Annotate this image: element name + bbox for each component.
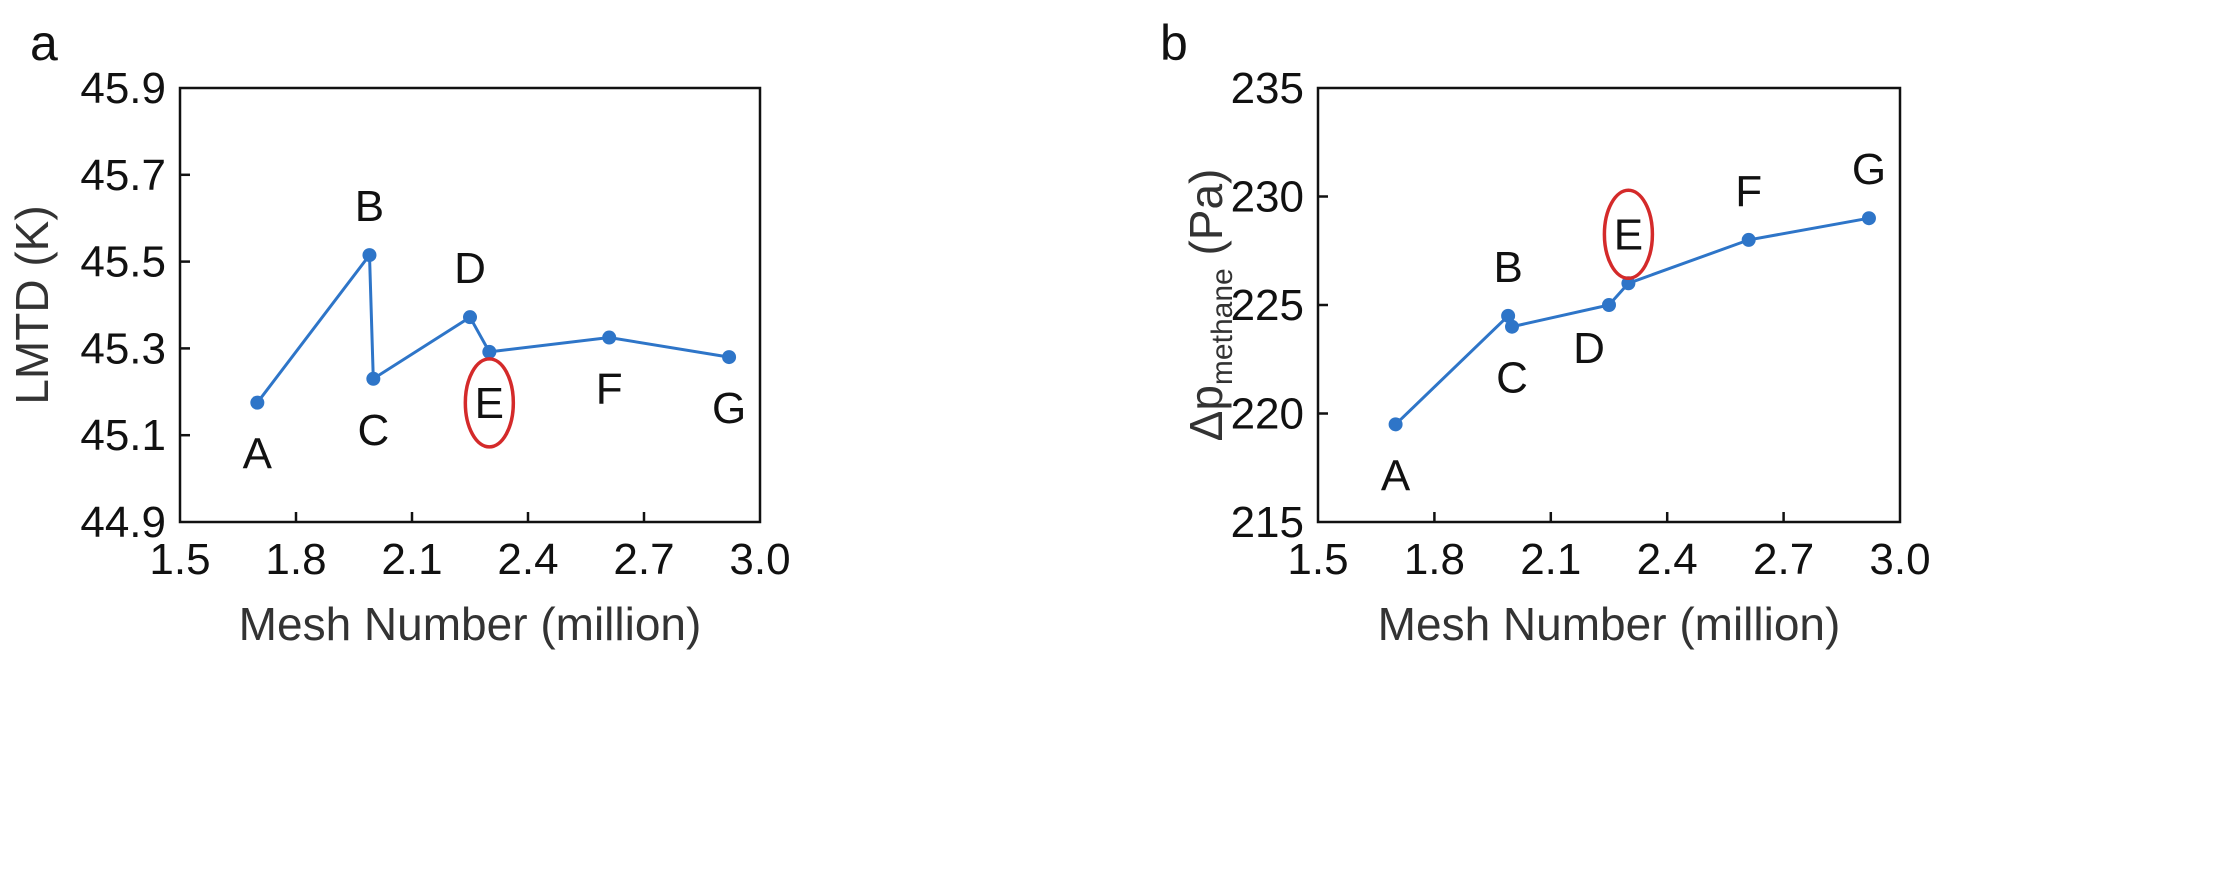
x-tick-label: 2.1 [1520, 535, 1581, 584]
x-tick-label: 1.5 [149, 535, 210, 584]
point-label-a: A [1381, 451, 1411, 500]
y-tick-label: 45.3 [80, 324, 166, 373]
x-tick-label: 3.0 [1869, 535, 1930, 584]
y-axis-title-main: Δp [1180, 385, 1232, 441]
data-point-e [482, 344, 497, 359]
x-tick-label: 2.4 [497, 535, 558, 584]
y-axis-title-unit: (Pa) [1180, 169, 1232, 269]
data-point-c [1505, 319, 1519, 334]
y-tick-label: 44.9 [80, 498, 166, 547]
data-point-e [1621, 276, 1636, 291]
x-tick-label: 2.1 [381, 535, 442, 584]
point-label-e: E [475, 379, 504, 428]
y-tick-label: 45.7 [80, 151, 166, 200]
data-point-a [250, 395, 265, 410]
x-tick-label: 1.8 [265, 535, 326, 584]
x-tick-label: 2.7 [613, 535, 674, 584]
data-point-a [1388, 417, 1403, 432]
point-label-d: D [454, 244, 486, 293]
data-point-g [1861, 211, 1876, 226]
data-point-f [602, 330, 617, 345]
y-tick-label: 45.1 [80, 411, 166, 460]
data-point-f [1741, 232, 1756, 247]
point-label-c: C [357, 406, 389, 455]
data-point-c [366, 371, 381, 386]
x-axis-title: Mesh Number (million) [239, 598, 702, 650]
point-label-f: F [1735, 167, 1762, 216]
point-label-b: B [1493, 243, 1522, 292]
y-axis-title-subscript: methane [1206, 268, 1239, 385]
point-label-c: C [1496, 354, 1528, 403]
data-point-g [722, 350, 737, 365]
data-point-b [1501, 308, 1516, 323]
panel-b: b 1.5 1.8 2.1 2.4 2.7 3.0 215 220 225 230 235 Mesh N… [1160, 15, 1931, 650]
panel-letter: b [1160, 15, 1188, 71]
y-tick-label: 230 [1231, 173, 1304, 222]
point-label-g: G [1852, 145, 1886, 194]
x-tick-label: 3.0 [729, 535, 790, 584]
highlight-ellipse [463, 357, 516, 449]
y-tick-label: 220 [1231, 390, 1304, 439]
x-tick-label: 2.4 [1637, 535, 1698, 584]
data-point-b [362, 248, 377, 263]
highlight-ellipse [1602, 188, 1655, 281]
point-label-a: A [243, 430, 273, 479]
y-axis-title: Δpmethane (Pa) [1180, 169, 1239, 442]
point-label-e: E [1614, 210, 1643, 259]
y-tick-label: 225 [1231, 281, 1304, 330]
point-label-f: F [596, 365, 623, 414]
y-tick-label: 215 [1231, 498, 1304, 547]
x-axis-title: Mesh Number (million) [1378, 598, 1841, 650]
plot-frame [178, 86, 762, 524]
panel-a: a 1.5 1.8 2.1 2.4 2.7 3.0 44.9 45.1 45.3 45.5 45.7 4… [6, 15, 791, 650]
y-tick-label: 45.9 [80, 64, 166, 113]
point-label-d: D [1573, 324, 1605, 373]
x-tick-label: 1.5 [1287, 535, 1348, 584]
y-axis-title: LMTD (K) [6, 205, 58, 404]
y-tick-label: 45.5 [80, 238, 166, 287]
point-label-g: G [712, 384, 746, 433]
data-point-d [463, 310, 477, 325]
panel-letter: a [30, 15, 58, 71]
x-tick-label: 1.8 [1404, 535, 1465, 584]
x-tick-label: 2.7 [1753, 535, 1814, 584]
y-tick-label: 235 [1231, 64, 1304, 113]
data-point-d [1602, 298, 1616, 312]
point-label-b: B [355, 182, 384, 231]
